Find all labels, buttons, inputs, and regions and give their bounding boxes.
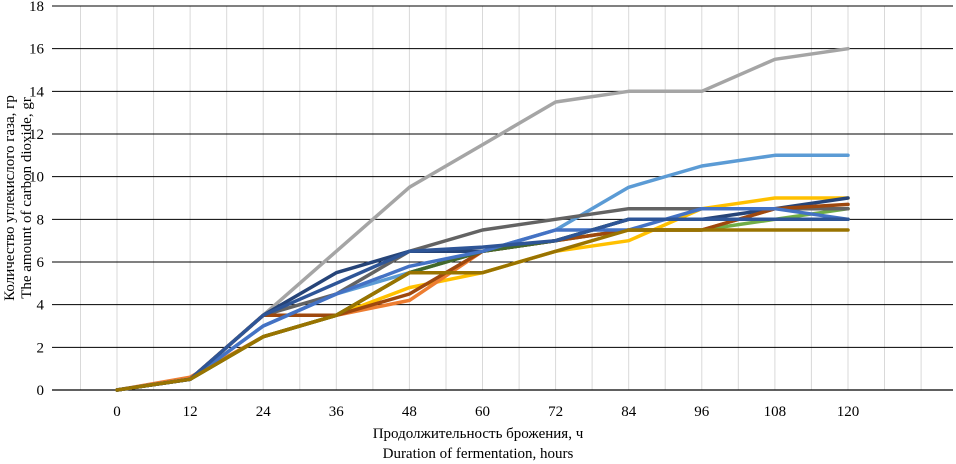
x-tick-label: 84 [621,404,637,420]
y-tick-label: 16 [29,42,45,58]
series-line-12 [115,228,850,392]
y-tick-label: 0 [37,383,45,399]
x-tick-label: 36 [329,404,345,420]
y-tick-label: 18 [29,0,44,15]
y-tick-label: 8 [37,212,45,228]
x-tick-label: 120 [837,404,860,420]
y-tick-label: 4 [37,298,45,314]
y-tick-label: 2 [37,340,45,356]
y-axis-title-ru: Количество углекислого газа, гр [2,95,18,301]
x-tick-label: 72 [548,404,563,420]
x-axis-title-en: Duration of fermentation, hours [383,446,574,462]
x-tick-label: 96 [694,404,710,420]
y-tick-label: 10 [29,170,44,186]
series-line-11 [115,217,850,392]
x-tick-label: 12 [183,404,198,420]
vertical-gridlines [80,6,922,390]
y-tick-labels: 0 2 4 6 8 10 12 14 16 18 [29,0,45,399]
x-tick-label: 0 [113,404,121,420]
x-tick-label: 48 [402,404,417,420]
series-line-10 [115,206,850,392]
y-tick-label: 14 [29,84,45,100]
y-tick-label: 6 [37,255,45,271]
x-axis-title-ru: Продолжительность брожения, ч [373,426,584,442]
y-axis-title-en: The amount of carbon dioxide, gr [19,97,35,299]
x-tick-label: 24 [256,404,272,420]
series-lines [115,46,850,392]
x-tick-label: 108 [764,404,787,420]
y-tick-label: 12 [29,127,44,143]
x-tick-labels: 0 12 24 36 48 60 72 84 96 108 120 [113,404,859,420]
x-tick-label: 60 [475,404,490,420]
